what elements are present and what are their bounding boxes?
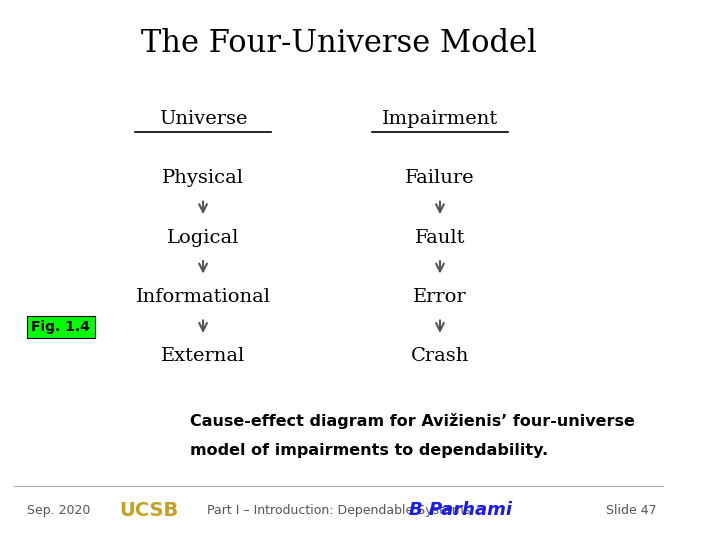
Text: Fig. 1.4: Fig. 1.4 (32, 320, 90, 334)
Text: Sep. 2020: Sep. 2020 (27, 504, 91, 517)
Text: Logical: Logical (167, 228, 239, 247)
Text: The Four-Universe Model: The Four-Universe Model (140, 28, 536, 59)
Text: Slide 47: Slide 47 (606, 504, 657, 517)
Text: Error: Error (413, 288, 467, 306)
Text: Part I – Introduction: Dependable Systems: Part I – Introduction: Dependable System… (207, 504, 470, 517)
Text: model of impairments to dependability.: model of impairments to dependability. (189, 443, 548, 458)
Text: External: External (161, 347, 246, 366)
Text: UCSB: UCSB (120, 501, 179, 520)
Text: Cause-effect diagram for Avižienis’ four-universe: Cause-effect diagram for Avižienis’ four… (189, 413, 634, 429)
Text: Universe: Universe (159, 110, 247, 128)
Text: Impairment: Impairment (382, 110, 498, 128)
Text: Failure: Failure (405, 169, 474, 187)
Text: Physical: Physical (162, 169, 244, 187)
Text: Informational: Informational (135, 288, 271, 306)
Text: B Parhami: B Parhami (409, 501, 512, 519)
Text: Fault: Fault (415, 228, 465, 247)
Text: Crash: Crash (411, 347, 469, 366)
